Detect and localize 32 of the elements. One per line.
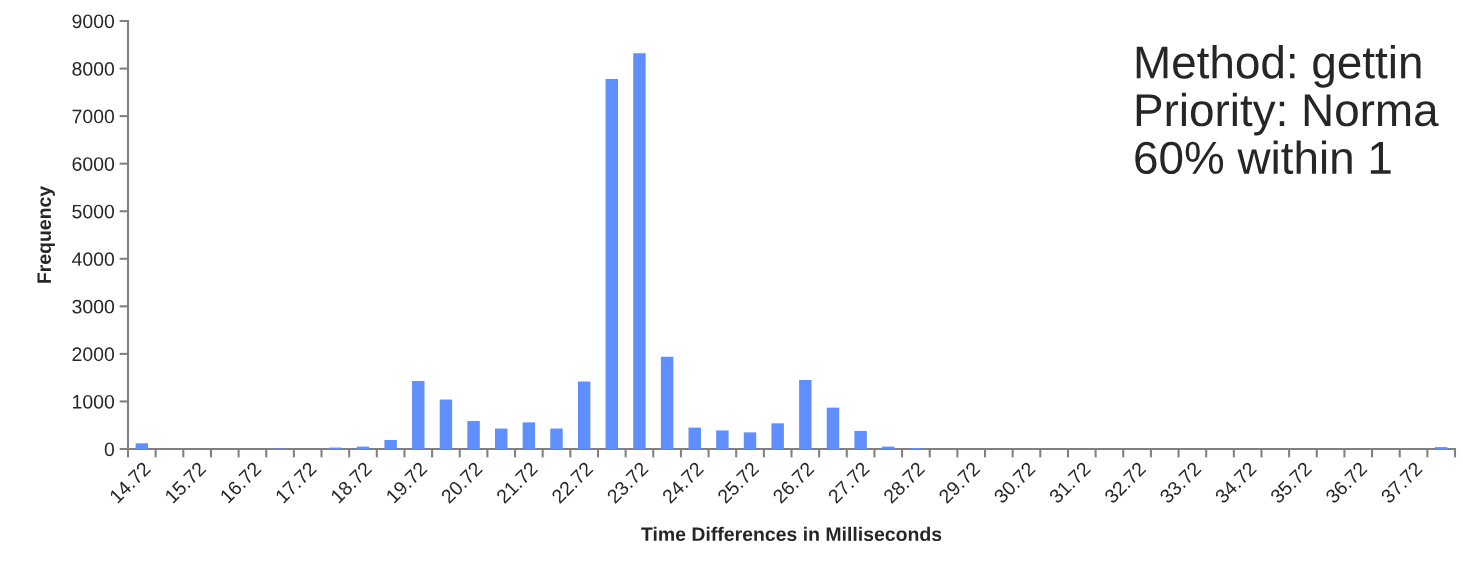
- bar: [771, 423, 784, 449]
- y-tick-label: 5000: [72, 204, 115, 219]
- bar: [660, 356, 674, 449]
- y-tick-label: 4000: [72, 252, 115, 267]
- bar: [550, 428, 563, 449]
- bar: [439, 399, 453, 449]
- bar: [384, 439, 397, 449]
- bar: [467, 420, 480, 449]
- bar: [605, 79, 619, 449]
- y-axis-title: Frequency: [37, 185, 55, 283]
- bar: [522, 422, 536, 449]
- y-tick-label: 8000: [72, 62, 115, 76]
- y-tick-label: 7000: [72, 109, 115, 124]
- bar: [743, 432, 757, 449]
- bar: [135, 443, 149, 449]
- bar: [716, 430, 729, 449]
- y-tick-label: 1000: [73, 394, 115, 409]
- annotation: Method: gettin Priority: Norma 60% within 1: [1135, 45, 1439, 175]
- y-tick-label: 6000: [72, 157, 115, 171]
- y-tick-label: 0: [104, 442, 115, 457]
- bar: [577, 381, 591, 449]
- bar: [826, 407, 840, 449]
- y-tick-label: 9000: [72, 14, 115, 29]
- x-axis-title: Time Differences in Milliseconds: [641, 526, 942, 542]
- bar: [412, 381, 425, 449]
- bar: [854, 430, 867, 449]
- bar: [633, 53, 646, 449]
- y-tick-label: 3000: [72, 299, 115, 314]
- bar: [495, 428, 508, 449]
- y-tick-label: 2000: [72, 347, 115, 362]
- bar: [688, 427, 701, 449]
- bar: [799, 380, 812, 449]
